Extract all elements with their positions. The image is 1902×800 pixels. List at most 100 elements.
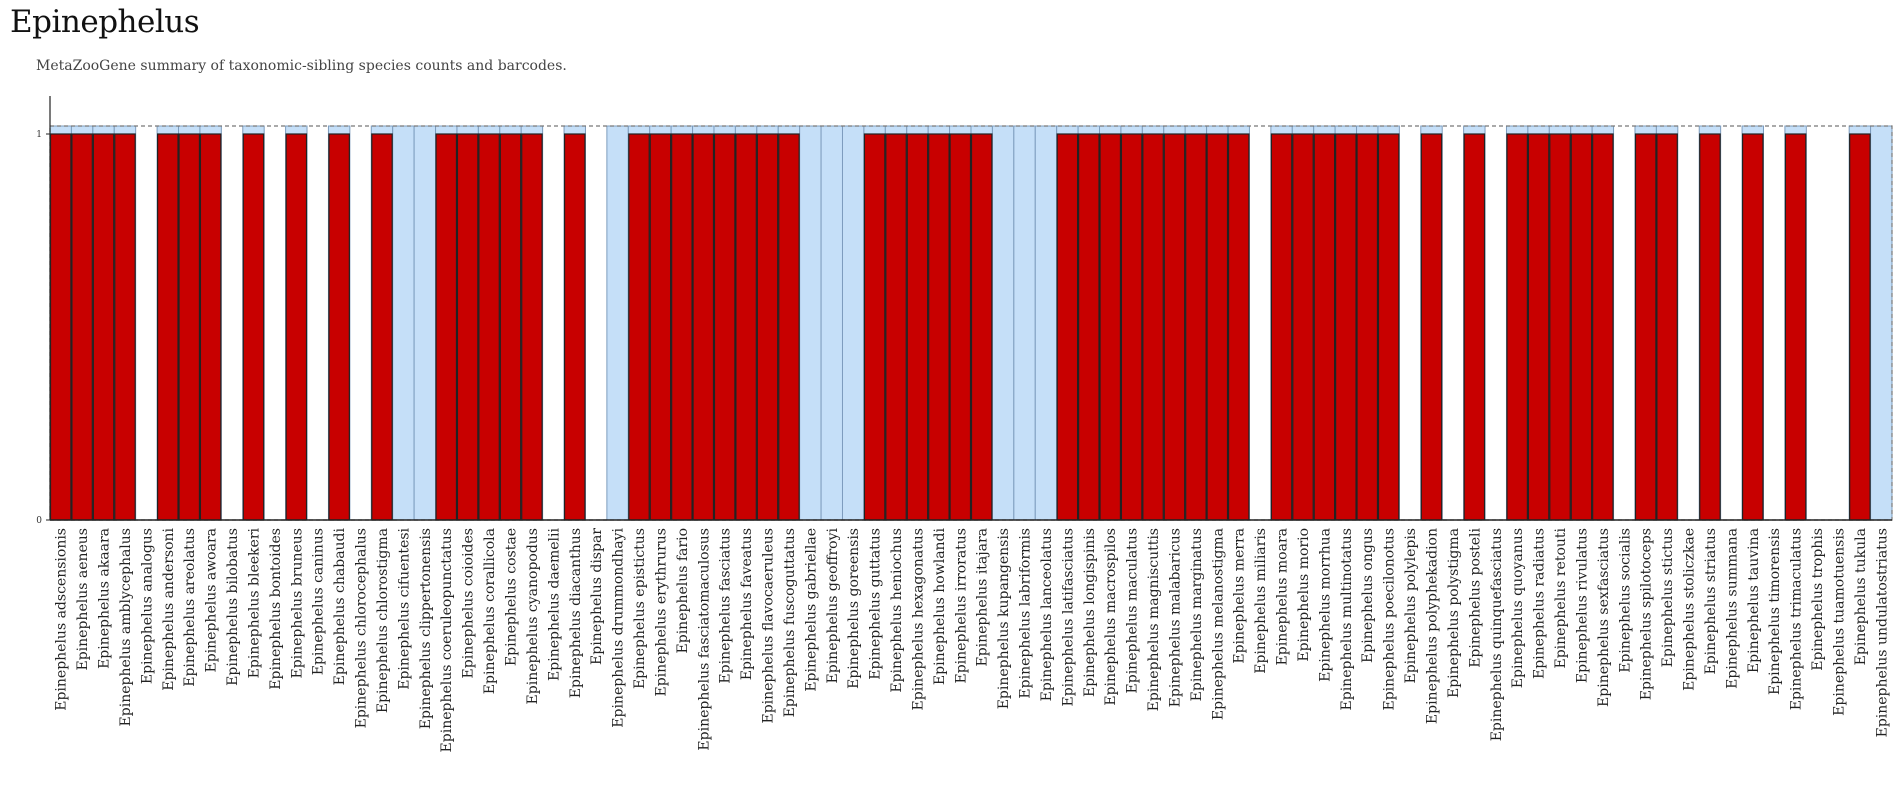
category-label: Epinephelus poecilonotus bbox=[1382, 528, 1398, 711]
bar bbox=[114, 133, 136, 521]
category-label: Epinephelus fasciatus bbox=[718, 528, 734, 684]
category-label: Epinephelus epistictus bbox=[632, 528, 648, 689]
category-label: Epinephelus polystigma bbox=[1446, 528, 1462, 698]
category-label: Epinephelus goreensis bbox=[846, 528, 862, 689]
bar bbox=[1549, 133, 1571, 521]
bar bbox=[1592, 133, 1614, 521]
category-label: Epinephelus coeruleopunctatus bbox=[439, 528, 455, 752]
bar bbox=[1056, 133, 1079, 521]
category-label: Epinephelus corallicola bbox=[482, 528, 498, 694]
category-label: Epinephelus fasciatomaculosus bbox=[696, 528, 712, 751]
bar bbox=[1292, 133, 1314, 521]
category-label: Epinephelus fuscoguttatus bbox=[782, 528, 798, 717]
category-label: Epinephelus flavocaeruleus bbox=[761, 528, 777, 724]
page-title: Epinephelus bbox=[10, 4, 200, 40]
category-label: Epinephelus merra bbox=[1232, 528, 1248, 664]
category-label: Epinephelus daemelii bbox=[546, 527, 562, 680]
category-label: Epinephelus melanostigma bbox=[1210, 528, 1226, 720]
category-label: Epinephelus faveatus bbox=[739, 528, 755, 680]
bar bbox=[1356, 133, 1379, 521]
category-label: Epinephelus polyphekadion bbox=[1425, 528, 1441, 724]
category-label: Epinephelus analogus bbox=[139, 528, 155, 684]
category-label: Epinephelus tukula bbox=[1853, 528, 1869, 665]
bar bbox=[863, 133, 886, 521]
barcode-box bbox=[799, 125, 822, 521]
y-tick-label: 0 bbox=[36, 516, 42, 526]
category-label: Epinephelus howlandi bbox=[932, 527, 948, 685]
bar bbox=[906, 133, 929, 521]
bar bbox=[328, 133, 350, 521]
category-label: Epinephelus multinotatus bbox=[1339, 528, 1355, 710]
category-label: Epinephelus longispinis bbox=[1082, 528, 1098, 697]
category-label: Epinephelus areolatus bbox=[182, 528, 198, 687]
category-label: Epinephelus kupangensis bbox=[996, 528, 1012, 709]
bar bbox=[1077, 133, 1100, 521]
category-label: Epinephelus socialis bbox=[1617, 528, 1633, 673]
category-label: Epinephelus retouti bbox=[1553, 527, 1569, 668]
category-label: Epinephelus cifuentesi bbox=[396, 527, 412, 689]
bar bbox=[178, 133, 201, 521]
category-label: Epinephelus morio bbox=[1296, 528, 1312, 662]
bar bbox=[1227, 133, 1250, 521]
bar bbox=[1527, 133, 1550, 521]
category-label: Epinephelus diacanthus bbox=[568, 528, 584, 698]
category-label: Epinephelus marginatus bbox=[1189, 528, 1205, 701]
category-label: Epinephelus adscensionis bbox=[54, 528, 70, 711]
category-label: Epinephelus aeneus bbox=[75, 528, 91, 671]
bar bbox=[1099, 133, 1122, 521]
category-label: Epinephelus striatus bbox=[1703, 528, 1719, 675]
bar bbox=[778, 133, 800, 521]
bar bbox=[970, 133, 993, 521]
axis-layer: 01 bbox=[36, 96, 1892, 526]
category-label: Epinephelus chlorocephalus bbox=[354, 528, 370, 728]
category-label: Epinephelus costae bbox=[504, 528, 520, 666]
category-label: Epinephelus timorensis bbox=[1767, 528, 1783, 695]
category-label: Epinephelus fario bbox=[675, 528, 691, 653]
category-label: Epinephelus morrhua bbox=[1317, 528, 1333, 682]
barcode-box bbox=[392, 125, 415, 521]
category-label: Epinephelus chlorostigma bbox=[375, 528, 391, 713]
category-label: Epinephelus awoara bbox=[204, 528, 220, 673]
y-tick-label: 1 bbox=[36, 130, 42, 140]
category-label: Epinephelus hexagonatus bbox=[910, 528, 926, 710]
bar bbox=[713, 133, 736, 521]
bar bbox=[1270, 133, 1293, 521]
category-label: Epinephelus posteli bbox=[1467, 527, 1483, 667]
bar bbox=[1656, 133, 1678, 521]
bar bbox=[1313, 133, 1336, 521]
bar bbox=[285, 133, 308, 521]
bar bbox=[456, 133, 479, 521]
barcode-box bbox=[841, 125, 865, 521]
bar bbox=[1699, 133, 1721, 521]
category-label: Epinephelus rivulatus bbox=[1574, 528, 1590, 683]
category-label: Epinephelus chabaudi bbox=[332, 527, 348, 685]
category-label: Epinephelus amblycephalus bbox=[118, 528, 134, 726]
category-label: Epinephelus gabriellae bbox=[803, 528, 819, 692]
category-label: Epinephelus polylepis bbox=[1403, 528, 1419, 684]
category-label: Epinephelus andersoni bbox=[161, 527, 177, 690]
category-label: Epinephelus radiatus bbox=[1532, 528, 1548, 679]
bar bbox=[71, 133, 93, 521]
category-label: Epinephelus latifasciatus bbox=[1060, 528, 1076, 707]
bar bbox=[371, 133, 393, 521]
bar bbox=[756, 133, 779, 521]
bar bbox=[1463, 133, 1486, 521]
bar bbox=[1634, 133, 1657, 521]
bar bbox=[1849, 133, 1871, 521]
category-label: Epinephelus drummondhayi bbox=[611, 527, 627, 727]
category-label: Epinephelus undulatostriatus bbox=[1874, 528, 1890, 737]
barcode-box bbox=[1034, 125, 1058, 521]
bar bbox=[928, 133, 950, 521]
category-label: Epinephelus moara bbox=[1275, 528, 1291, 665]
category-label: Epinephelus sexfasciatus bbox=[1596, 528, 1612, 707]
category-label: Epinephelus trophis bbox=[1810, 528, 1826, 671]
bar bbox=[521, 133, 543, 521]
bar bbox=[1206, 133, 1229, 521]
category-label: Epinephelus erythrurus bbox=[653, 528, 669, 697]
category-label: Epinephelus lanceolatus bbox=[1039, 528, 1055, 701]
bar bbox=[478, 133, 500, 521]
bar bbox=[1570, 133, 1593, 521]
category-label-layer: Epinephelus adscensionis Epinephelus aene… bbox=[54, 527, 1891, 752]
category-label: Epinephelus coioides bbox=[461, 528, 477, 678]
bar bbox=[242, 133, 265, 521]
